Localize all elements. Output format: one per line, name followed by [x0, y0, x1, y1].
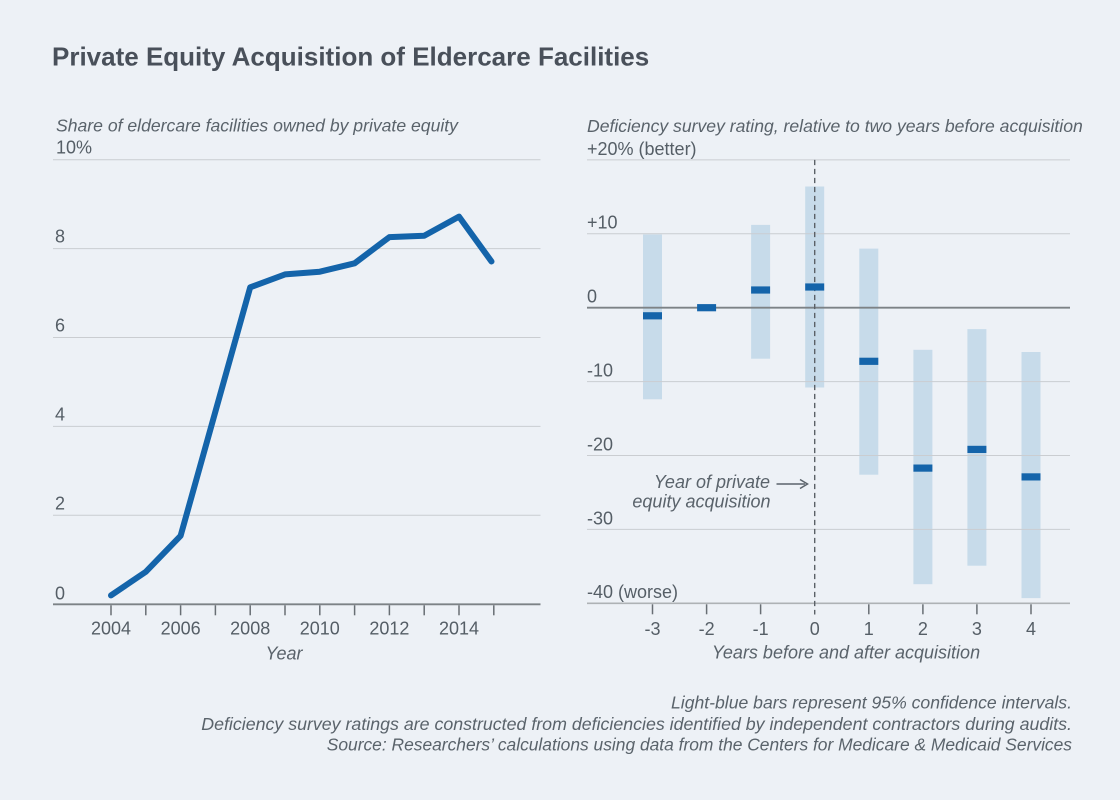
svg-text:0: 0 — [587, 287, 597, 307]
svg-text:2012: 2012 — [369, 619, 409, 639]
svg-text:2004: 2004 — [91, 619, 131, 639]
svg-text:0: 0 — [55, 584, 65, 604]
svg-text:3: 3 — [972, 619, 982, 639]
svg-text:equity acquisition: equity acquisition — [632, 492, 770, 512]
svg-text:Year: Year — [265, 644, 303, 664]
svg-text:6: 6 — [55, 316, 65, 336]
svg-text:Share of eldercare facilities: Share of eldercare facilities owned by p… — [56, 116, 459, 136]
svg-text:Deficiency survey ratings are: Deficiency survey ratings are constructe… — [201, 714, 1072, 734]
svg-text:1: 1 — [864, 619, 874, 639]
svg-text:Private Equity Acquisition of: Private Equity Acquisition of Eldercare … — [52, 42, 649, 72]
svg-text:8: 8 — [55, 227, 65, 247]
svg-text:-2: -2 — [699, 619, 715, 639]
svg-text:-40 (worse): -40 (worse) — [587, 582, 678, 602]
svg-text:-30: -30 — [587, 508, 613, 528]
svg-text:0: 0 — [810, 619, 820, 639]
svg-text:2: 2 — [918, 619, 928, 639]
svg-text:Source: Researchers’ calculati: Source: Researchers’ calculations using … — [327, 735, 1073, 755]
svg-text:+10: +10 — [587, 213, 618, 233]
svg-text:+20% (better): +20% (better) — [587, 139, 697, 159]
svg-text:-20: -20 — [587, 434, 613, 454]
svg-text:10%: 10% — [56, 138, 92, 158]
svg-text:2: 2 — [55, 494, 65, 514]
svg-text:Years before and after acquisi: Years before and after acquisition — [712, 643, 980, 663]
svg-text:4: 4 — [1026, 619, 1036, 639]
svg-text:2010: 2010 — [300, 619, 340, 639]
svg-text:Light-blue bars represent 95%: Light-blue bars represent 95% confidence… — [671, 693, 1072, 713]
svg-text:Deficiency survey rating, rela: Deficiency survey rating, relative to tw… — [587, 116, 1083, 136]
svg-text:2008: 2008 — [230, 619, 270, 639]
svg-text:2006: 2006 — [161, 619, 201, 639]
svg-text:4: 4 — [55, 405, 65, 425]
svg-text:Year of private: Year of private — [654, 472, 770, 492]
svg-text:-10: -10 — [587, 361, 613, 381]
svg-text:-3: -3 — [644, 619, 660, 639]
svg-text:2014: 2014 — [439, 619, 479, 639]
svg-text:-1: -1 — [753, 619, 769, 639]
